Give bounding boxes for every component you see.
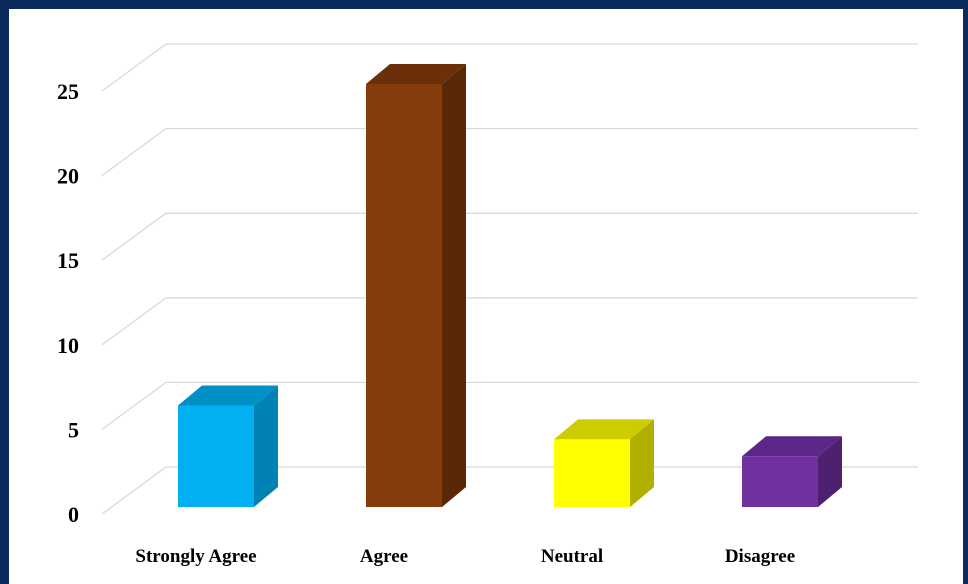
bar bbox=[366, 64, 466, 507]
bar-front bbox=[742, 456, 818, 507]
bar-side bbox=[254, 385, 278, 507]
gridline-depth bbox=[101, 297, 167, 346]
gridlines bbox=[101, 43, 918, 515]
bar-side bbox=[442, 64, 466, 507]
y-tick-label: 5 bbox=[68, 417, 79, 442]
bar-side bbox=[818, 436, 842, 507]
bar-front bbox=[366, 84, 442, 507]
gridline-depth bbox=[101, 466, 167, 515]
bar-top bbox=[178, 385, 278, 406]
gridline-depth bbox=[101, 128, 167, 177]
y-axis-ticks: 0 5 10 15 20 25 bbox=[57, 79, 79, 527]
bar-top bbox=[554, 419, 654, 440]
bar bbox=[178, 385, 278, 507]
y-tick-label: 20 bbox=[57, 164, 79, 189]
y-tick-label: 10 bbox=[57, 333, 79, 358]
y-tick-label: 0 bbox=[68, 502, 79, 527]
bar bbox=[554, 419, 654, 507]
bars bbox=[178, 64, 842, 507]
bar-front bbox=[554, 439, 630, 507]
x-category-label: Neutral bbox=[541, 546, 603, 567]
gridline-depth bbox=[101, 381, 167, 430]
x-category-label: Agree bbox=[360, 546, 408, 567]
bar-side bbox=[630, 419, 654, 507]
gridline-depth bbox=[101, 43, 167, 92]
y-tick-label: 15 bbox=[57, 248, 79, 273]
bar bbox=[742, 436, 842, 507]
bar-front bbox=[178, 405, 254, 507]
gridline-depth bbox=[101, 212, 167, 261]
bar-top bbox=[366, 64, 466, 84]
x-axis-categories: Strongly Agree Agree Neutral Disagree bbox=[135, 546, 795, 567]
bar-top bbox=[742, 436, 842, 457]
y-tick-label: 25 bbox=[57, 79, 79, 104]
x-category-label: Strongly Agree bbox=[135, 546, 256, 567]
x-category-label: Disagree bbox=[725, 546, 795, 567]
